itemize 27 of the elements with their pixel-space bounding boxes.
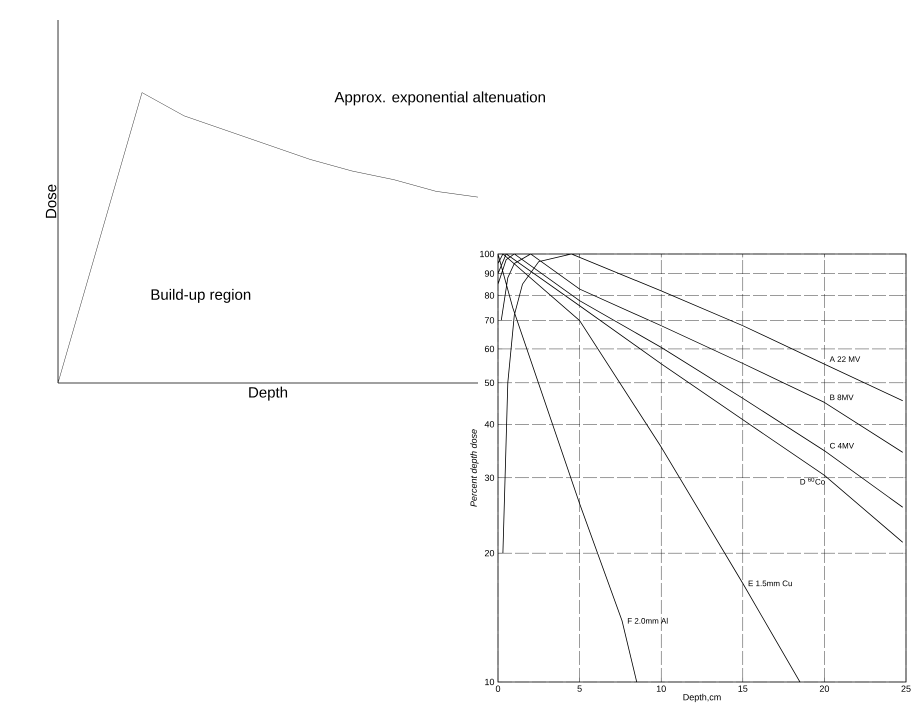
annotation: Approx. exponential altenuation	[334, 91, 545, 106]
series-label: D $^{60}$Co	[800, 478, 825, 485]
y-axis-title: Dose	[46, 184, 56, 218]
y-tick-label: 20	[484, 550, 494, 556]
series-label: A 22 MV	[830, 356, 860, 362]
y-tick-label: 60	[484, 346, 494, 352]
y-tick-label: 90	[484, 270, 494, 277]
x-tick-label: 0	[496, 686, 500, 692]
y-tick-label: 100	[480, 250, 494, 258]
x-axis-title: Depth	[249, 386, 288, 401]
y-tick-label: 30	[484, 474, 494, 481]
x-tick-label: 15	[738, 686, 748, 692]
y-tick-label: 80	[484, 292, 494, 299]
y-tick-label: 50	[484, 380, 494, 386]
x-tick-label: 10	[656, 686, 666, 692]
x-tick-label: 5	[577, 686, 582, 692]
series-label: E 1.5mm Cu	[748, 580, 792, 586]
y-axis-title: Percent depth dose	[470, 429, 479, 507]
y-tick-label: 40	[484, 421, 494, 428]
y-tick-label: 70	[484, 317, 494, 324]
x-tick-label: 25	[901, 686, 911, 692]
series-label: B 8MV	[830, 394, 854, 400]
x-axis-title: Depth,cm	[683, 694, 721, 702]
y-tick-label: 10	[485, 678, 494, 686]
x-tick-label: 20	[820, 686, 830, 692]
series-label: C 4MV	[830, 442, 854, 449]
annotation: Build-up region	[152, 288, 250, 303]
